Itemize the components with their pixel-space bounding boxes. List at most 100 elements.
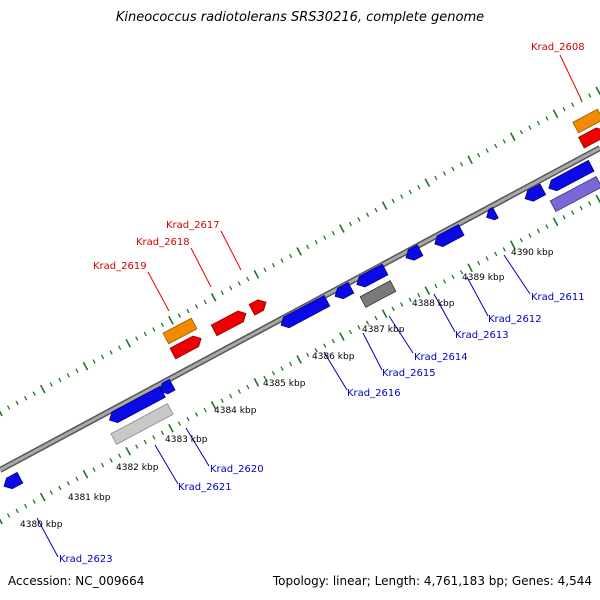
gene-label-krad-2621[interactable]: Krad_2621 xyxy=(178,482,232,493)
forward-tick-mark xyxy=(451,166,455,172)
gene-krad-2611-cds[interactable] xyxy=(484,206,499,222)
reverse-tick-mark xyxy=(434,283,438,289)
gene-label-krad-2616[interactable]: Krad_2616 xyxy=(347,388,401,399)
forward-tick-mark xyxy=(160,322,164,328)
gene-krad-2622-cds[interactable] xyxy=(1,471,24,491)
reverse-tick-mark xyxy=(381,309,388,318)
reverse-tick-mark xyxy=(451,274,455,280)
scale-label: 4383 kbp xyxy=(165,435,208,445)
forward-tick-mark xyxy=(323,235,327,240)
reverse-tick-mark xyxy=(32,499,36,504)
reverse-tick-mark xyxy=(39,492,46,502)
reverse-tick-mark xyxy=(246,384,250,390)
forward-tick-mark xyxy=(24,395,28,401)
gene-label-krad-2611[interactable]: Krad_2611 xyxy=(531,292,585,303)
reverse-tick-mark xyxy=(391,306,395,312)
reverse-tick-mark xyxy=(306,352,310,358)
gene-label-krad-2614[interactable]: Krad_2614 xyxy=(414,352,468,363)
gene-krad-2610-cds[interactable] xyxy=(522,183,547,204)
gene-label-krad-2620[interactable]: Krad_2620 xyxy=(210,464,264,475)
leader-krad-2618 xyxy=(190,247,212,288)
reverse-tick-mark xyxy=(143,439,147,445)
reverse-tick-mark xyxy=(66,481,70,486)
leader-krad-2620 xyxy=(185,427,210,467)
reverse-tick-mark xyxy=(365,320,370,326)
gene-krad-2612-cds[interactable] xyxy=(432,224,465,250)
gene-krad-2609-feature[interactable] xyxy=(549,175,600,213)
forward-tick-mark xyxy=(168,315,174,325)
forward-tick-mark xyxy=(331,230,335,236)
leader-krad-2619 xyxy=(147,271,170,312)
reverse-tick-mark xyxy=(168,423,174,433)
forward-tick-mark xyxy=(15,400,19,406)
forward-tick-mark xyxy=(365,212,370,218)
forward-tick-mark xyxy=(280,258,284,263)
reverse-tick-mark xyxy=(152,435,156,440)
reverse-tick-mark xyxy=(314,347,318,353)
gene-krad-2615-cds[interactable] xyxy=(354,263,389,290)
gene-krad-2613-cds[interactable] xyxy=(403,244,424,263)
leader-krad-2616 xyxy=(323,351,348,391)
reverse-tick-mark xyxy=(442,279,447,284)
gene-krad-2618-cds[interactable] xyxy=(210,308,248,337)
forward-tick-mark xyxy=(374,207,378,213)
gene-krad-2617-cds[interactable] xyxy=(248,297,269,316)
forward-tick-mark xyxy=(485,148,489,153)
forward-tick-mark xyxy=(135,336,139,341)
gene-label-krad-2619[interactable]: Krad_2619 xyxy=(93,261,147,272)
gene-krad-2609-cds[interactable] xyxy=(546,159,595,193)
gene-krad-2620-cds[interactable] xyxy=(157,378,176,396)
reverse-tick-mark xyxy=(459,270,464,275)
forward-tick-mark xyxy=(391,198,395,204)
reverse-tick-mark xyxy=(323,343,327,348)
reverse-tick-mark xyxy=(92,467,96,472)
gene-krad-2608-cds[interactable] xyxy=(578,125,600,149)
gene-label-krad-2613[interactable]: Krad_2613 xyxy=(455,330,509,341)
reverse-tick-mark xyxy=(408,297,412,303)
forward-tick-mark xyxy=(502,139,506,144)
accession-text: Accession: NC_009664 xyxy=(8,574,145,588)
gene-krad-2608-rna[interactable] xyxy=(572,108,600,134)
gene-label-krad-2617[interactable]: Krad_2617 xyxy=(166,220,220,231)
reverse-tick-mark xyxy=(203,407,207,413)
forward-tick-mark xyxy=(357,217,361,222)
gene-krad-2614-pseudo[interactable] xyxy=(359,280,397,308)
forward-tick-mark xyxy=(220,290,224,296)
gene-krad-2616-cds[interactable] xyxy=(278,294,331,330)
gene-label-krad-2608[interactable]: Krad_2608 xyxy=(531,42,585,53)
gene-krad-2619-cds[interactable] xyxy=(169,333,204,360)
forward-tick-mark xyxy=(194,304,199,309)
gene-krad-2615a-cds[interactable] xyxy=(332,281,355,301)
gene-label-krad-2618[interactable]: Krad_2618 xyxy=(136,237,190,248)
reverse-tick-mark xyxy=(263,375,267,381)
reverse-tick-mark xyxy=(528,233,532,238)
forward-tick-mark xyxy=(109,350,113,355)
gene-krad-2619-rna[interactable] xyxy=(162,317,198,345)
forward-tick-mark xyxy=(339,224,345,233)
forward-tick-mark xyxy=(92,359,96,364)
gene-label-krad-2615[interactable]: Krad_2615 xyxy=(382,368,436,379)
reverse-tick-mark xyxy=(545,224,549,229)
reverse-tick-mark xyxy=(417,293,421,298)
reverse-tick-mark xyxy=(109,458,113,463)
reverse-tick-mark xyxy=(237,389,241,394)
scale-label: 4386 kbp xyxy=(312,352,355,362)
reverse-tick-mark xyxy=(296,355,303,364)
reverse-tick-mark xyxy=(220,398,224,404)
forward-tick-mark xyxy=(246,276,250,282)
forward-tick-mark xyxy=(408,189,412,195)
forward-tick-mark xyxy=(519,129,523,135)
gene-label-krad-2623[interactable]: Krad_2623 xyxy=(59,554,113,565)
forward-tick-mark xyxy=(263,267,267,273)
forward-tick-mark xyxy=(186,308,190,314)
scale-label: 4381 kbp xyxy=(68,493,111,503)
forward-tick-mark xyxy=(381,201,388,210)
reverse-tick-mark xyxy=(186,416,190,422)
leader-krad-2615 xyxy=(362,332,383,371)
reverse-tick-mark xyxy=(552,217,559,227)
reverse-tick-mark xyxy=(194,412,199,417)
forward-tick-mark xyxy=(75,368,79,374)
gene-label-krad-2612[interactable]: Krad_2612 xyxy=(488,314,542,325)
gene-krad-2621-pseudo[interactable] xyxy=(110,403,174,445)
